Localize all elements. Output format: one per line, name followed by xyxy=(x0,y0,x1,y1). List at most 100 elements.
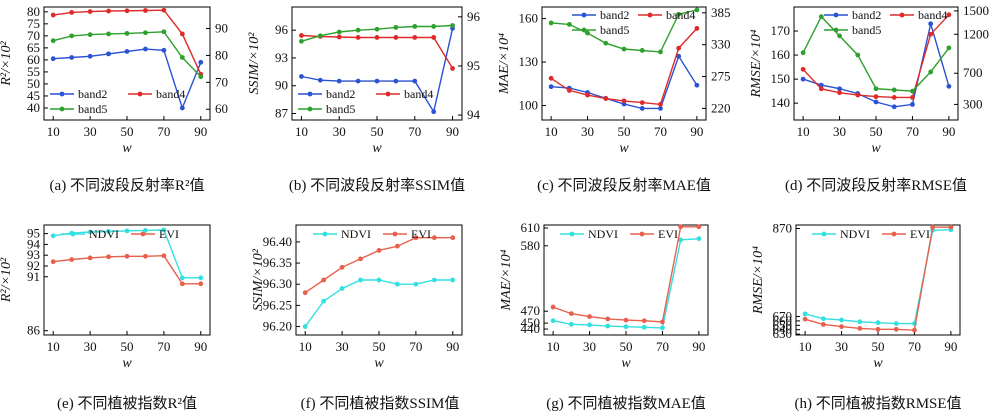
legend-label-band4: band4 xyxy=(918,8,947,22)
data-point-EVI xyxy=(857,326,863,331)
data-point-band2 xyxy=(412,78,418,84)
y-tick-label: 55 xyxy=(27,64,40,79)
y-tick-label: 100 xyxy=(519,98,539,113)
data-point-band2 xyxy=(676,53,682,59)
data-point-NDVI xyxy=(161,227,167,233)
data-point-EVI xyxy=(948,224,954,230)
y2-tick-label: 330 xyxy=(711,37,731,52)
data-point-band4 xyxy=(374,35,380,40)
y2-tick-label: 220 xyxy=(711,100,731,115)
y-axis-title: R²/×10² xyxy=(0,41,14,87)
data-point-EVI xyxy=(376,247,382,253)
y-tick-label: 450 xyxy=(521,315,541,330)
data-point-band4 xyxy=(179,31,185,37)
y-tick-label: 60 xyxy=(27,52,40,67)
y-tick-label: 96.35 xyxy=(263,255,292,270)
x-axis-title: w xyxy=(372,141,382,156)
panel-caption: (e) 不同植被指数R²值 xyxy=(57,395,197,412)
data-point-NDVI xyxy=(875,320,881,326)
x-axis-title: w xyxy=(122,356,132,371)
data-point-EVI xyxy=(587,314,592,319)
data-point-band4 xyxy=(603,96,609,101)
data-point-EVI xyxy=(161,253,167,259)
data-point-band4 xyxy=(855,92,861,98)
y-tick-label: 580 xyxy=(521,238,541,253)
chart-panel-6: 10 30 50 70 90 96.20 96.25 96.30 96.35 96.40 w SSIM… xyxy=(251,224,463,412)
data-point-band5 xyxy=(299,38,304,44)
legend: band2 band4 band5 xyxy=(572,8,695,37)
x-tick-label: 30 xyxy=(583,339,596,354)
y-axis-title: R²/×10² xyxy=(0,257,14,303)
data-point-band5 xyxy=(946,45,952,51)
x-axis-title: w xyxy=(621,356,631,371)
data-point-band5 xyxy=(873,86,879,92)
data-point-band2 xyxy=(694,82,700,88)
data-point-band2 xyxy=(928,21,934,27)
y-tick-label: 96 xyxy=(275,22,289,37)
x-tick-label: 50 xyxy=(620,339,633,354)
data-point-band5 xyxy=(143,30,148,36)
data-point-EVI xyxy=(50,259,56,265)
data-point-band4 xyxy=(124,8,130,14)
panel-caption: (a) 不同波段反射率R²值 xyxy=(50,177,205,194)
data-point-band4 xyxy=(299,33,304,38)
data-point-NDVI xyxy=(87,229,93,235)
data-point-band4 xyxy=(928,31,934,37)
series-line-EVI xyxy=(804,226,951,331)
data-point-band4 xyxy=(694,26,700,31)
data-point-NDVI xyxy=(450,277,456,283)
data-point-band4 xyxy=(639,100,645,106)
legend-label-band2: band2 xyxy=(600,8,629,22)
x-tick-label: 10 xyxy=(547,339,560,354)
data-point-band5 xyxy=(855,52,861,58)
data-point-NDVI xyxy=(143,227,148,233)
legend: NDVI EVI xyxy=(313,227,431,241)
data-point-band5 xyxy=(198,74,204,80)
data-point-band4 xyxy=(946,12,952,18)
data-point-NDVI xyxy=(431,277,437,283)
chart-panel-1: 10 30 50 70 9040455055606570758060708090wR²/… xyxy=(0,4,228,194)
legend-label-band4: band4 xyxy=(404,87,433,101)
data-point-EVI xyxy=(839,324,844,330)
data-point-NDVI xyxy=(198,275,204,281)
data-point-NDVI xyxy=(302,324,308,329)
data-point-EVI xyxy=(321,277,327,283)
legend-label-band5: band5 xyxy=(326,102,355,116)
data-point-NDVI xyxy=(623,324,629,330)
data-point-NDVI xyxy=(413,281,419,287)
legend-marker-band5 xyxy=(59,106,65,112)
legend-marker-band4 xyxy=(899,12,905,18)
data-point-band4 xyxy=(450,66,455,71)
legend-label-band2: band2 xyxy=(852,8,881,22)
x-tick-label: 90 xyxy=(690,124,703,139)
legend-label-band2: band2 xyxy=(78,87,107,101)
y-tick-label: 640 xyxy=(773,322,793,337)
y-tick-label: 95 xyxy=(27,226,40,241)
legend-label-band5: band5 xyxy=(852,23,881,37)
data-point-band4 xyxy=(910,95,915,100)
data-point-band5 xyxy=(393,24,399,30)
data-point-EVI xyxy=(124,253,130,259)
data-point-band5 xyxy=(50,38,56,44)
legend-marker-band2 xyxy=(307,91,313,97)
data-point-EVI xyxy=(930,224,936,230)
legend-marker-NDVI xyxy=(70,231,76,237)
legend: NDVI EVI xyxy=(560,227,678,241)
legend-marker-NDVI xyxy=(322,231,328,237)
y-tick-label: 160 xyxy=(771,47,791,62)
data-point-EVI xyxy=(106,254,111,260)
legend: band2 band4 band5 xyxy=(50,87,185,116)
legend-marker-band4 xyxy=(647,12,653,18)
y-tick-label: 150 xyxy=(771,71,791,86)
y-axis-title: RMSE/×10⁴ xyxy=(749,29,764,98)
data-point-band5 xyxy=(658,49,663,55)
panel-caption: (h) 不同植被指数RMSE值 xyxy=(794,395,961,412)
data-point-band5 xyxy=(603,40,609,46)
x-tick-label: 10 xyxy=(799,339,812,354)
plot-frame xyxy=(43,6,211,121)
data-point-NDVI xyxy=(106,229,111,234)
data-point-NDVI xyxy=(678,237,684,243)
data-point-band4 xyxy=(873,94,879,100)
data-point-EVI xyxy=(875,326,881,332)
data-point-EVI xyxy=(696,224,702,230)
